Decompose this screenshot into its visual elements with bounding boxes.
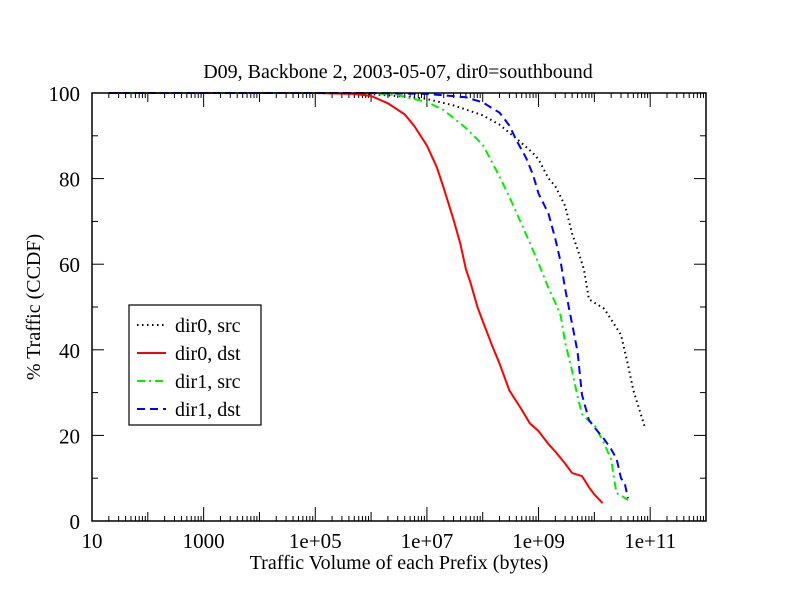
legend-label: dir1, src — [175, 371, 241, 393]
series-layer — [108, 92, 646, 504]
x-axis-label: Traffic Volume of each Prefix (bytes) — [250, 552, 549, 574]
y-tick-label: 80 — [59, 168, 80, 192]
y-tick-label: 20 — [59, 424, 80, 448]
y-tick-label: 0 — [70, 510, 81, 534]
legend-label: dir1, dst — [175, 399, 241, 421]
x-tick-label: 1e+05 — [289, 529, 342, 553]
legend-label: dir0, src — [175, 315, 241, 337]
y-tick-label: 40 — [59, 339, 80, 363]
axis-ticks — [91, 92, 706, 522]
series-line-4 — [108, 92, 629, 499]
x-tick-label: 10 — [82, 529, 103, 553]
y-axis-label: % Traffic (CCDF) — [23, 234, 45, 380]
x-tick-label: 1e+07 — [401, 529, 454, 553]
tick-labels: 10 1000 1e+05 1e+07 1e+09 1e+11 0 20 40 60 80 100 — [49, 82, 677, 553]
plot-frame — [91, 92, 707, 522]
series-line-2 — [108, 92, 604, 504]
y-tick-label: 100 — [49, 82, 81, 106]
legend: dir0, src dir0, dst dir1, src dir1, dst — [128, 304, 262, 426]
legend-box — [128, 304, 262, 426]
y-tick-label: 60 — [59, 253, 80, 277]
legend-label: dir0, dst — [175, 343, 241, 365]
x-tick-label: 1000 — [183, 529, 225, 553]
chart-title: D09, Backbone 2, 2003-05-07, dir0=southb… — [203, 61, 593, 83]
series-line-3 — [108, 92, 629, 501]
x-tick-label: 1e+11 — [624, 529, 676, 553]
x-tick-label: 1e+09 — [512, 529, 565, 553]
